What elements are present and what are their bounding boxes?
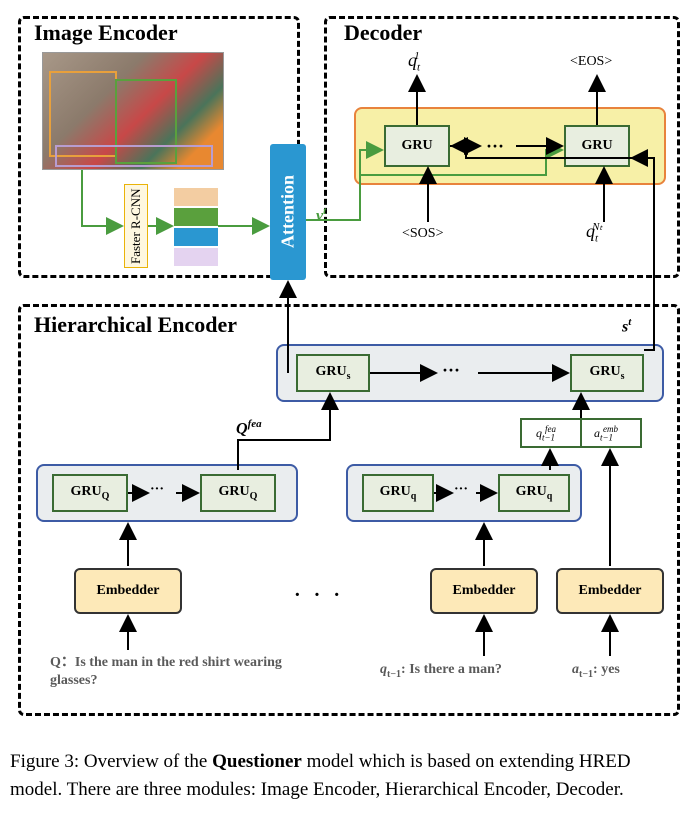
sample-image — [42, 52, 224, 170]
gruQ-dots: ··· — [150, 482, 164, 498]
bbox-purple — [55, 145, 213, 167]
qa-split-box: qt−1fea at−1emb — [520, 418, 642, 448]
feature-orange — [174, 188, 218, 206]
decoder-gru-2: GRU — [564, 125, 630, 167]
architecture-diagram: Image Encoder Faster R-CNN Attention Dec… — [10, 10, 686, 730]
a-emb-cell: at−1emb — [582, 420, 640, 446]
faster-rcnn-block: Faster R-CNN — [124, 184, 148, 268]
feature-green — [174, 208, 218, 226]
feature-purple — [174, 248, 218, 266]
embedder-Q: Embedder — [74, 568, 182, 614]
decoder-dots: ··· — [486, 136, 504, 157]
hierarchical-encoder-title: Hierarchical Encoder — [34, 312, 237, 338]
grus-1: GRUs — [296, 354, 370, 392]
atm1-text: at−1: yes — [572, 662, 620, 680]
q-t-N-label: qtNₜ — [586, 220, 609, 245]
embedder-q: Embedder — [430, 568, 538, 614]
eos-label: <EOS> — [570, 54, 612, 70]
attention-block: Attention — [270, 144, 306, 280]
image-encoder-title: Image Encoder — [34, 20, 178, 46]
caption-bold: Questioner — [212, 751, 302, 772]
decoder-gru-1: GRU — [384, 125, 450, 167]
q-t-1-label: qt1 — [408, 50, 426, 74]
gruq-2: GRUq — [498, 474, 570, 512]
figure-caption: Figure 3: Overview of the Questioner mod… — [10, 748, 686, 803]
grus-2: GRUs — [570, 354, 644, 392]
gruq-1: GRUq — [362, 474, 434, 512]
vt-label: vt — [316, 205, 326, 225]
sos-label: <SOS> — [402, 226, 443, 242]
gruq-dots: ··· — [454, 482, 468, 498]
grus-dots: ··· — [442, 360, 460, 381]
Q-text: Q：Is the man in the red shirt wearing gl… — [50, 654, 310, 690]
st-label: st — [622, 316, 631, 336]
qtm1-text: qt−1: Is there a man? — [380, 662, 502, 680]
gruQ-2: GRUQ — [200, 474, 276, 512]
decoder-title: Decoder — [344, 20, 422, 46]
embedder-dots: · · · — [294, 584, 344, 607]
caption-prefix: Figure 3: Overview of the — [10, 751, 212, 772]
gruQ-1: GRUQ — [52, 474, 128, 512]
feature-blue — [174, 228, 218, 246]
Qfea-label: Qfea — [236, 418, 262, 438]
embedder-a: Embedder — [556, 568, 664, 614]
q-fea-cell: qt−1fea — [522, 420, 582, 446]
